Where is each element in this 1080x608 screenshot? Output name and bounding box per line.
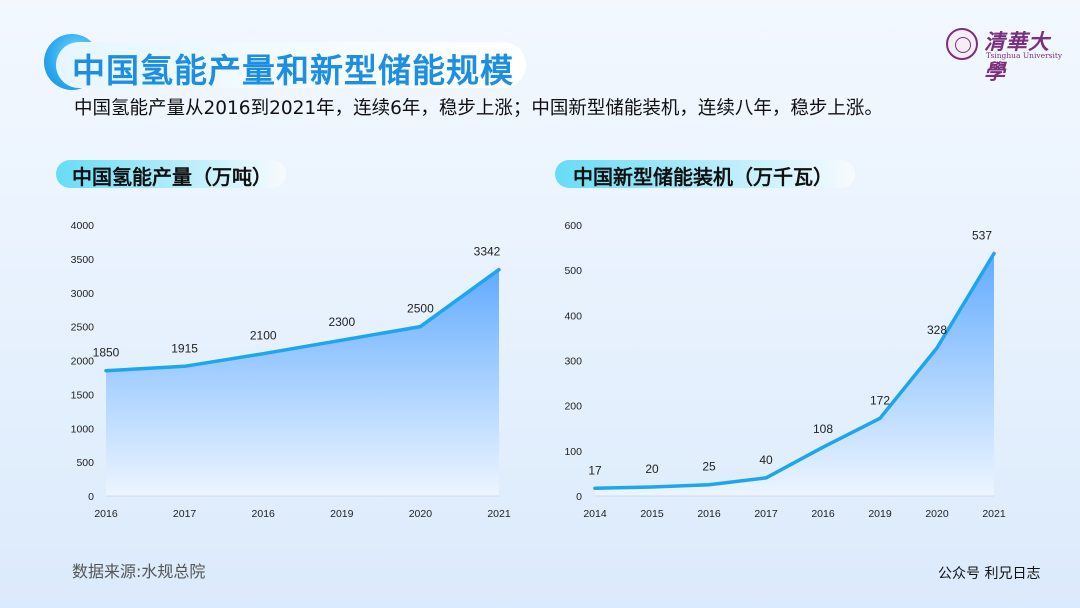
storage-data-label: 40: [759, 453, 773, 467]
storage-x-tick-label: 2015: [640, 508, 664, 520]
storage-data-point: [707, 483, 711, 487]
storage-y-tick-label: 600: [564, 220, 582, 232]
storage-data-point: [878, 416, 882, 420]
hydrogen-data-point: [497, 268, 501, 272]
storage-y-tick-label: 200: [564, 401, 582, 413]
hydrogen-x-tick-label: 2016: [94, 508, 118, 520]
storage-x-tick-label: 2020: [925, 508, 949, 520]
hydrogen-y-tick-label: 0: [88, 491, 94, 503]
storage-series-line: [593, 251, 996, 491]
storage-data-point: [593, 486, 597, 490]
storage-y-tick-label: 300: [564, 356, 582, 368]
storage-area-fill: [595, 253, 994, 496]
storage-data-point: [821, 445, 825, 449]
university-logo: 清華大學 Tsinghua University: [946, 26, 1062, 84]
storage-data-point: [935, 346, 939, 350]
hydrogen-y-tick-label: 1500: [71, 389, 95, 401]
title-bar: [56, 42, 526, 88]
hydrogen-y-tick-label: 4000: [71, 220, 95, 232]
storage-x-tick-label: 2016: [697, 508, 721, 520]
hydrogen-x-tick-label: 2021: [487, 508, 511, 520]
chart1-title: 中国氢能产量（万吨）: [72, 165, 272, 189]
hydrogen-y-tick-label: 2000: [71, 356, 95, 368]
hydrogen-data-label: 1915: [171, 341, 198, 355]
page-title: 中国氢能产量和新型储能规模: [72, 51, 514, 90]
storage-y-tick-label: 500: [564, 265, 582, 277]
hydrogen-production-chart: 0 500 1000 1500 2000 2500 3000 3500 4000 2016 1850…: [71, 220, 511, 520]
storage-data-label: 172: [870, 393, 890, 407]
hydrogen-y-tick-label: 1000: [71, 423, 95, 435]
hydrogen-x-tick-label: 2019: [330, 508, 354, 520]
storage-data-point: [650, 485, 654, 489]
storage-y-tick-label: 0: [576, 491, 582, 503]
hydrogen-x-tick-label: 2016: [252, 508, 276, 520]
hydrogen-area-fill: [106, 269, 499, 496]
hydrogen-y-tick-label: 500: [76, 457, 94, 469]
hydrogen-data-label: 2500: [407, 302, 434, 316]
university-seal-icon: [946, 28, 978, 60]
storage-data-label: 20: [645, 462, 659, 476]
hydrogen-data-label: 1850: [93, 346, 120, 360]
hydrogen-data-label: 2100: [250, 329, 277, 343]
chart2-heading-bg: [555, 160, 855, 188]
hydrogen-data-point: [418, 325, 422, 329]
storage-data-label: 108: [813, 422, 833, 436]
chart2-title: 中国新型储能装机（万千瓦）: [573, 165, 833, 189]
storage-data-label: 537: [972, 228, 992, 242]
hydrogen-y-tick-label: 3000: [71, 288, 95, 300]
chart1-heading-bg: [56, 160, 286, 188]
hydrogen-series-line: [104, 267, 501, 373]
storage-x-tick-label: 2014: [583, 508, 607, 520]
hydrogen-data-label: 3342: [474, 245, 501, 259]
storage-y-tick-label: 100: [564, 446, 582, 458]
storage-x-tick-label: 2019: [868, 508, 892, 520]
storage-data-point: [764, 476, 768, 480]
storage-data-point: [992, 251, 996, 255]
storage-data-label: 25: [702, 460, 716, 474]
storage-x-tick-label: 2016: [811, 508, 835, 520]
hydrogen-data-point: [183, 364, 187, 368]
hydrogen-data-label: 2300: [328, 315, 355, 329]
storage-y-tick-label: 400: [564, 310, 582, 322]
hydrogen-x-tick-label: 2020: [409, 508, 433, 520]
hydrogen-x-tick-label: 2017: [173, 508, 197, 520]
data-source: 数据来源:水规总院: [72, 562, 206, 581]
credit-text: 公众号 利兄日志: [938, 566, 1041, 582]
hydrogen-data-point: [261, 352, 265, 356]
hydrogen-data-point: [104, 369, 108, 373]
energy-storage-chart: 0 100 200 300 400 500 600 2014 17 2015 20 2016 25 201…: [564, 220, 1005, 520]
logo-chinese-text: 清華大學: [984, 29, 1050, 84]
hydrogen-y-tick-label: 2500: [71, 322, 95, 334]
page-subtitle: 中国氢能产量从2016到2021年，连续6年，稳步上涨；中国新型储能装机，连续八…: [74, 98, 883, 119]
storage-x-tick-label: 2021: [982, 508, 1006, 520]
storage-data-label: 17: [588, 463, 602, 477]
hydrogen-data-point: [340, 338, 344, 342]
hydrogen-y-tick-label: 3500: [71, 254, 95, 266]
logo-english-text: Tsinghua University: [986, 51, 1063, 60]
storage-data-label: 328: [927, 323, 947, 337]
storage-x-tick-label: 2017: [754, 508, 778, 520]
